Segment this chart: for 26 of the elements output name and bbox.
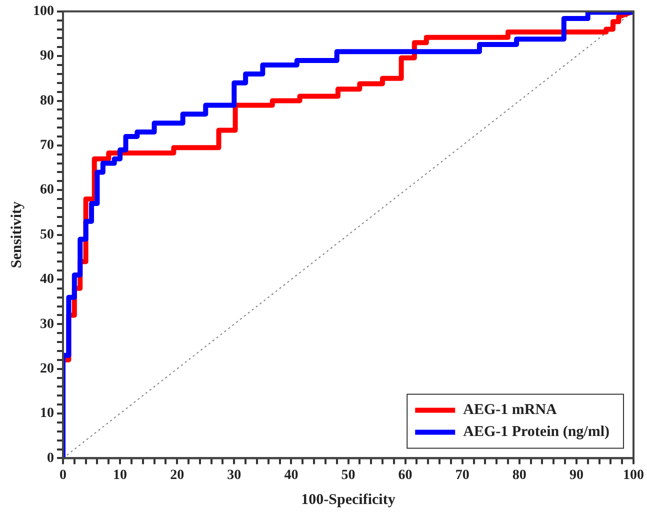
- y-tick-label: 0: [47, 450, 54, 466]
- x-tick-label: 40: [284, 468, 298, 484]
- legend-label: AEG-1 Protein (ng/ml): [463, 424, 610, 440]
- legend-label: AEG-1 mRNA: [463, 402, 558, 418]
- x-tick-label: 50: [341, 468, 356, 484]
- y-tick-label: 70: [40, 138, 54, 154]
- x-tick-label: 90: [569, 468, 584, 484]
- x-tick-label: 30: [227, 468, 242, 484]
- x-tick-label: 100: [623, 468, 644, 484]
- y-tick-label: 50: [40, 227, 54, 242]
- y-tick-label: 40: [40, 272, 54, 288]
- y-axis-title: Sensitivity: [8, 200, 25, 268]
- y-tick-label: 30: [40, 316, 54, 332]
- x-tick-label: 20: [170, 468, 184, 484]
- x-tick-label: 80: [512, 468, 526, 484]
- y-tick-label: 90: [40, 48, 54, 64]
- x-tick-label: 70: [455, 468, 470, 484]
- y-tick-label: 100: [33, 4, 54, 20]
- x-tick-label: 60: [398, 468, 412, 484]
- y-tick-label: 10: [40, 406, 54, 422]
- x-tick-label: 0: [60, 468, 66, 484]
- x-axis-title: 100-Specificity: [301, 492, 396, 508]
- x-tick-label: 10: [113, 468, 128, 484]
- y-tick-label: 20: [40, 361, 54, 376]
- y-tick-label: 80: [40, 93, 54, 108]
- y-tick-label: 60: [40, 182, 54, 198]
